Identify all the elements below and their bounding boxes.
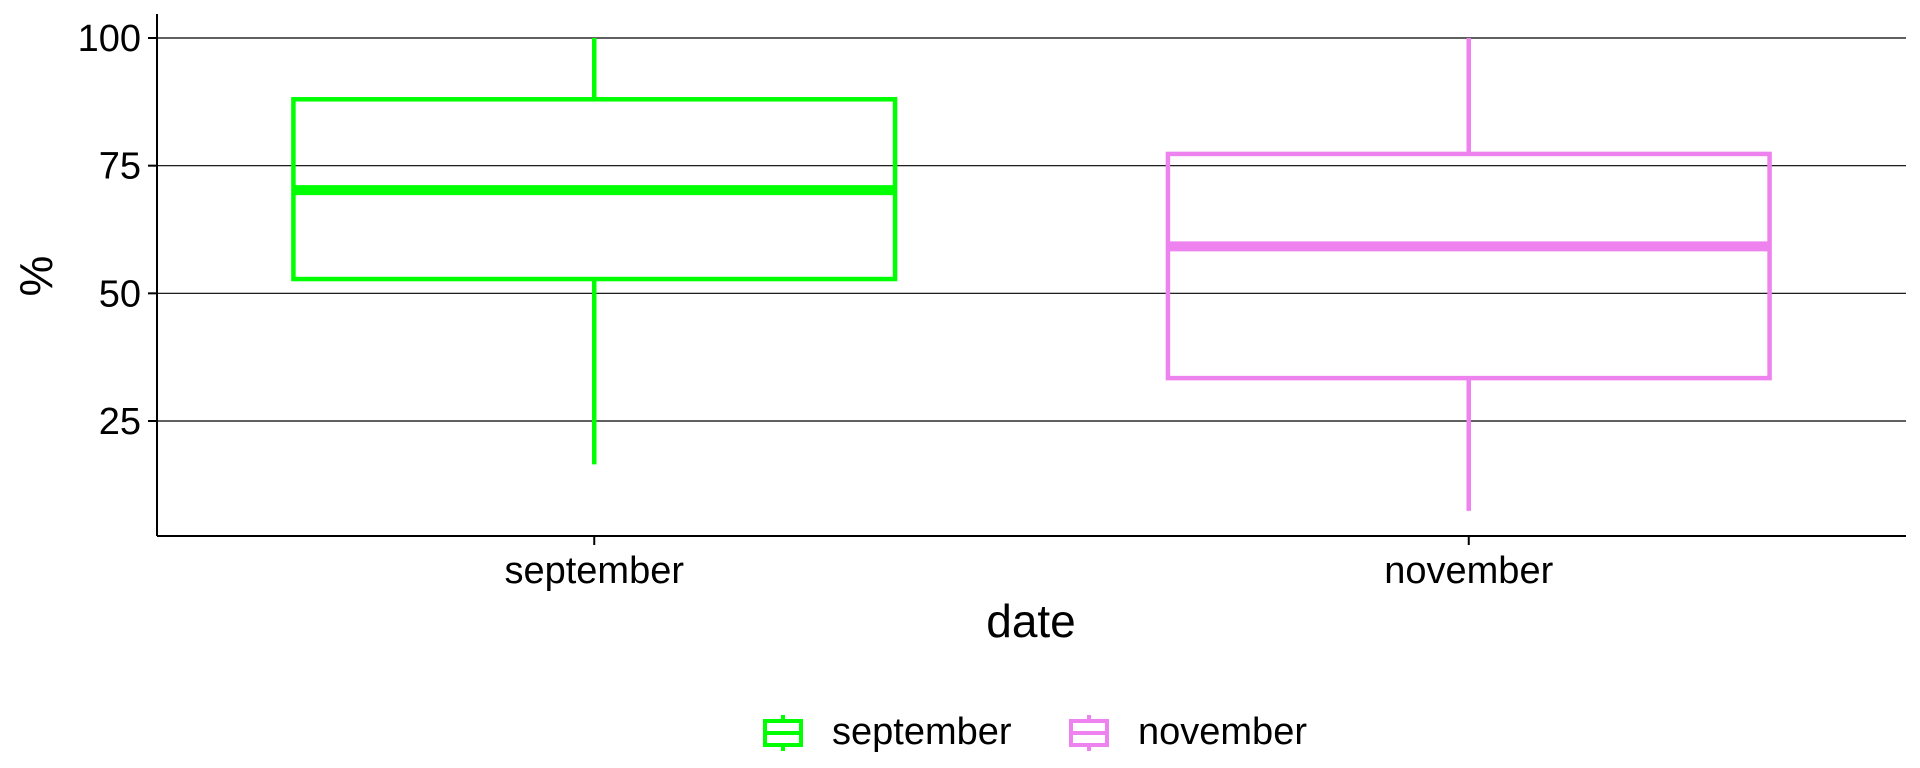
y-tick-label: 75 xyxy=(99,146,141,188)
legend-item-november: november xyxy=(1069,711,1307,753)
y-tick-label: 100 xyxy=(78,18,141,60)
y-tick-label: 25 xyxy=(99,401,141,443)
legend: september november xyxy=(763,711,1307,753)
box-september xyxy=(291,38,898,465)
interquartile-box xyxy=(1165,151,1772,381)
x-axis-title: date xyxy=(986,595,1076,647)
axes xyxy=(156,14,1906,537)
legend-label: november xyxy=(1138,711,1307,753)
y-axis-title: % xyxy=(10,256,62,297)
x-tick-label: november xyxy=(1384,550,1553,592)
y-tick-label: 50 xyxy=(99,273,141,315)
legend-item-september: september xyxy=(763,711,1012,753)
legend-label: september xyxy=(832,711,1012,753)
y-ticks: 25 50 75 100 xyxy=(78,18,157,443)
x-ticks: september november xyxy=(504,536,1554,592)
x-tick-label: september xyxy=(504,550,684,592)
box-november xyxy=(1165,38,1772,511)
gridlines xyxy=(157,37,1906,422)
boxes xyxy=(291,38,1772,511)
